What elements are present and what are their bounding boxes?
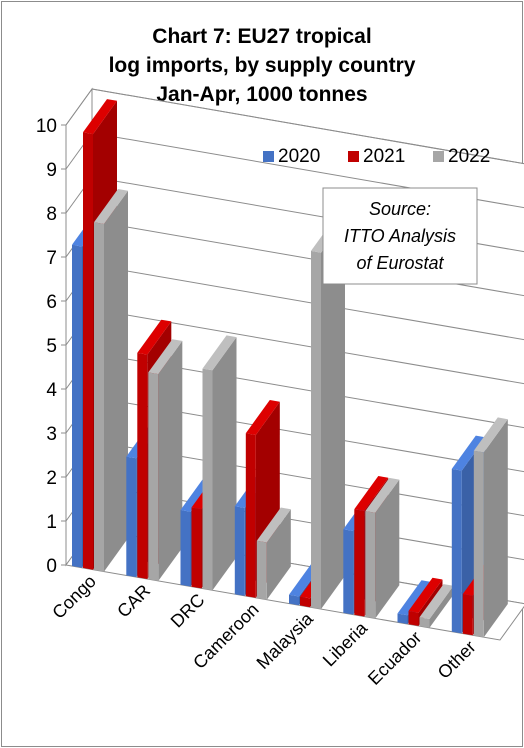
bar-front [419,617,430,628]
y-tick-label: 4 [46,380,57,401]
title-line-3: Jan-Apr, 1000 tonnes [156,83,368,106]
y-axis: 0 1 2 3 4 5 6 7 8 9 10 [36,116,66,577]
bar-front [397,613,408,624]
y-tick-label: 0 [46,556,57,577]
y-tick-label: 10 [36,116,57,137]
source-annotation: Source: ITTO Analysis of Eurostat [322,187,478,285]
bar-front [451,468,462,634]
bar-front [202,368,213,591]
bar-front [245,433,256,598]
bar-front [300,596,310,608]
bar-top [365,477,400,513]
bar-front [354,509,365,617]
bars [72,99,508,638]
x-tick-label: Other [434,637,480,683]
bar-side [321,219,345,610]
x-tick-label: Ecuador [364,627,426,689]
bar-front [83,132,93,570]
bar-top [148,339,183,375]
x-tick-label: Liberia [319,617,372,670]
bar-side [266,509,291,600]
bar-side [483,419,508,638]
bar-cameroon-2022 [256,507,291,600]
bar-side [104,190,128,572]
x-tick-label: Congo [48,571,100,623]
legend-label-2020: 2020 [278,146,320,167]
annotation-line: of Eurostat [356,253,444,273]
bar-top [245,400,280,435]
y-tick-label: 3 [46,424,57,445]
bar-top [408,577,443,613]
bar-congo-2022 [94,189,128,572]
bar-top [451,435,486,471]
bar-front [234,506,245,596]
gridline [65,88,524,165]
bar-front [126,456,137,578]
bar-front [311,250,321,610]
legend: 2020 2021 2022 [263,146,490,167]
y-tick-label: 2 [46,468,57,489]
bar-front [148,372,159,581]
legend-label-2022: 2022 [448,146,490,167]
bar-malaysia-2022 [311,217,345,610]
bar-liberia-2022 [365,477,400,619]
bar-side [375,479,400,619]
bar-top [94,189,128,224]
title-line-1: Chart 7: EU27 tropical [152,25,372,48]
bar-top [397,580,432,616]
bar-other-2022 [473,417,508,638]
bar-front [94,222,104,572]
y-tick-label: 7 [46,248,57,269]
y-tick-label: 6 [46,292,57,313]
annotation-line: ITTO Analysis [344,226,456,246]
bar-top [202,335,237,371]
bar-side [429,585,454,628]
bar-front [72,244,82,568]
bar-front [289,594,299,606]
bar-front [191,507,202,589]
bar-top [354,476,389,511]
bar-side [158,340,183,581]
annotation-box [322,187,478,285]
y-tick-label: 9 [46,160,57,181]
bar-side [212,337,237,591]
bar-front [137,352,148,579]
bar-top [473,417,508,453]
legend-label-2021: 2021 [363,146,405,167]
legend-swatch-2021 [348,151,359,162]
x-tick-label: CAR [113,580,154,621]
bar-top [83,99,117,135]
bar-ecuador-2022 [419,584,454,628]
bar-front [408,611,419,626]
annotation-line: Source: [369,199,431,219]
bar-front [473,450,484,638]
title-line-2: log imports, by supply country [108,54,416,77]
legend-swatch-2020 [263,151,274,162]
x-tick-label: DRC [167,590,209,632]
y-tick-label: 8 [46,204,57,225]
bar-front [256,540,267,600]
legend-swatch-2022 [433,151,444,162]
x-tick-label: Malaysia [253,608,318,673]
bar-front [343,529,354,615]
bar-front [365,511,376,619]
bar-top [137,319,172,355]
bar-top [256,507,291,543]
bar-front [462,594,473,636]
bar-front [180,510,191,587]
y-tick-label: 1 [46,512,57,533]
bar-car-2022 [148,339,183,581]
chart-title: Chart 7: EU27 tropical log imports, by s… [0,22,524,109]
y-tick-label: 5 [46,336,57,357]
bar-drc-2022 [202,335,237,591]
bar-top [419,584,454,619]
